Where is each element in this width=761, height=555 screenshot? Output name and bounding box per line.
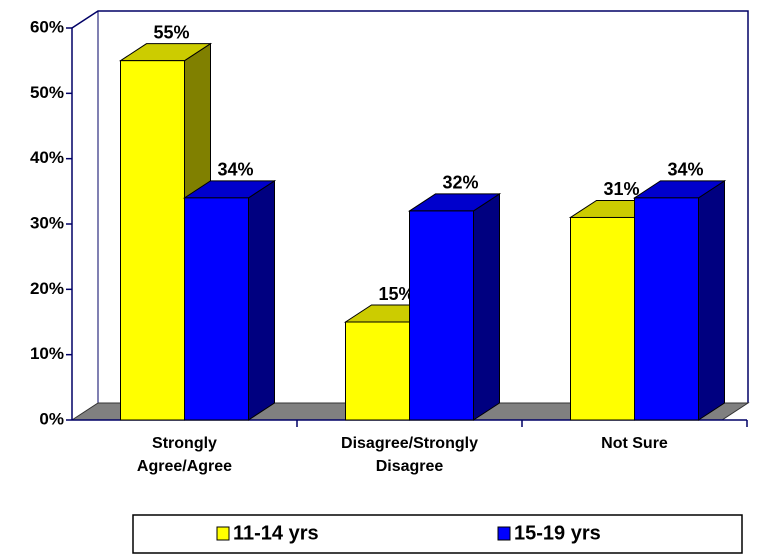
legend-swatch — [497, 526, 511, 541]
y-tick-label: 10% — [30, 344, 64, 363]
legend-label: 15-19 yrs — [514, 522, 601, 544]
value-label: 34% — [667, 160, 703, 180]
bar — [409, 210, 474, 421]
y-tick-label: 50% — [30, 83, 64, 102]
legend-box — [132, 514, 743, 554]
value-label: 55% — [153, 22, 189, 42]
y-tick-label: 40% — [30, 148, 64, 167]
bar-side — [698, 179, 725, 421]
y-tick-label: 0% — [39, 409, 64, 428]
bar — [120, 60, 185, 421]
value-label: 32% — [442, 173, 478, 193]
bar — [570, 216, 635, 421]
x-tick-label: Not Sure — [601, 435, 668, 452]
value-label: 15% — [378, 284, 414, 304]
bar-side — [248, 179, 275, 421]
value-label: 34% — [217, 160, 253, 180]
back-wall — [71, 10, 749, 403]
y-tick-label: 20% — [30, 279, 64, 298]
bar — [634, 197, 699, 421]
x-tick-label: Strongly Agree/Agree — [136, 435, 233, 475]
legend-label: 11-14 yrs — [233, 522, 319, 544]
bar — [345, 321, 410, 421]
y-tick-label: 60% — [30, 17, 64, 36]
bar-side — [473, 193, 500, 421]
legend-swatch — [216, 526, 230, 541]
y-tick-label: 30% — [30, 213, 64, 232]
value-label: 31% — [603, 179, 639, 199]
bar — [184, 197, 249, 421]
x-tick-label: Disagree/Strongly Disagree — [341, 435, 478, 475]
